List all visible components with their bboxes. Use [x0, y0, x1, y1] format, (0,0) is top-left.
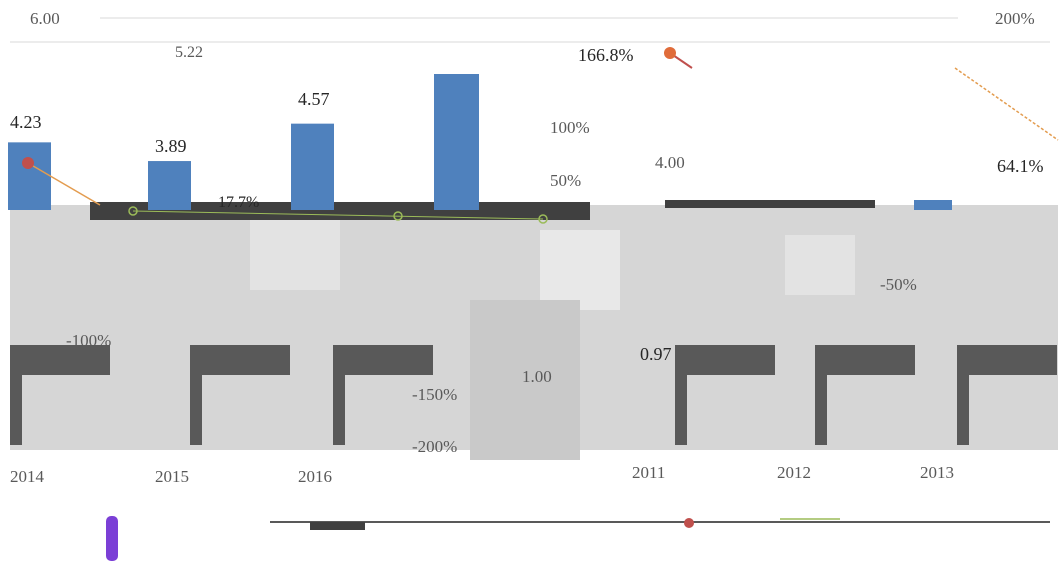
bar — [148, 161, 191, 210]
frame-side — [190, 345, 202, 445]
left-axis-tick: 4.00 — [655, 153, 685, 172]
category-label: 2016 — [298, 467, 332, 486]
band-light-block — [250, 220, 340, 290]
frame-side — [10, 345, 22, 445]
left-axis-tick: 6.00 — [30, 9, 60, 28]
right-axis-tick: -200% — [412, 437, 457, 456]
frame-side — [815, 345, 827, 445]
growth-line — [955, 68, 1058, 140]
data-label: 17.7% — [218, 194, 259, 211]
frame-top — [815, 345, 915, 375]
legend — [106, 516, 1050, 561]
frame-side — [675, 345, 687, 445]
data-label: 3.89 — [155, 136, 187, 156]
right-axis-tick: -100% — [66, 331, 111, 350]
x-axis: 2014 2015 2016 2011 2012 2013 — [10, 463, 954, 486]
data-label: 166.8% — [578, 45, 634, 65]
frame-top — [957, 345, 1057, 375]
right-axis-tick: 50% — [550, 171, 581, 190]
right-axis-tick: 200% — [995, 9, 1035, 28]
category-label: 2011 — [632, 463, 665, 482]
data-label: 5.22 — [175, 44, 203, 61]
data-label: 64.1% — [997, 156, 1044, 176]
frame-side — [957, 345, 969, 445]
band-region — [10, 200, 1058, 460]
legend-swatch-bar — [310, 522, 365, 530]
category-label: 2015 — [155, 467, 189, 486]
legend-marker-red — [684, 518, 694, 528]
band-light-block-3 — [785, 235, 855, 295]
band-dark-strip-2 — [665, 200, 875, 208]
gridlines — [10, 18, 1050, 42]
bar — [8, 142, 51, 210]
category-label: 2012 — [777, 463, 811, 482]
right-axis-tick: -50% — [880, 275, 917, 294]
left-axis-tick: 1.00 — [522, 367, 552, 386]
frame-top — [190, 345, 290, 375]
right-axis-tick: -150% — [412, 385, 457, 404]
data-label: 4.57 — [298, 89, 330, 109]
frame-side — [333, 345, 345, 445]
frame-top — [675, 345, 775, 375]
growth-marker — [664, 47, 676, 59]
legend-swatch-purple — [106, 516, 118, 561]
bars — [8, 74, 952, 210]
category-label: 2014 — [10, 467, 45, 486]
growth-marker — [22, 157, 34, 169]
bar — [914, 200, 952, 210]
bar — [291, 124, 334, 210]
band-light-block-2 — [540, 230, 620, 310]
frame-top — [333, 345, 433, 375]
category-label: 2013 — [920, 463, 954, 482]
data-label: 4.23 — [10, 112, 42, 132]
data-label: 0.97 — [640, 344, 672, 364]
right-axis-tick: 100% — [550, 118, 590, 137]
bar — [434, 74, 479, 210]
